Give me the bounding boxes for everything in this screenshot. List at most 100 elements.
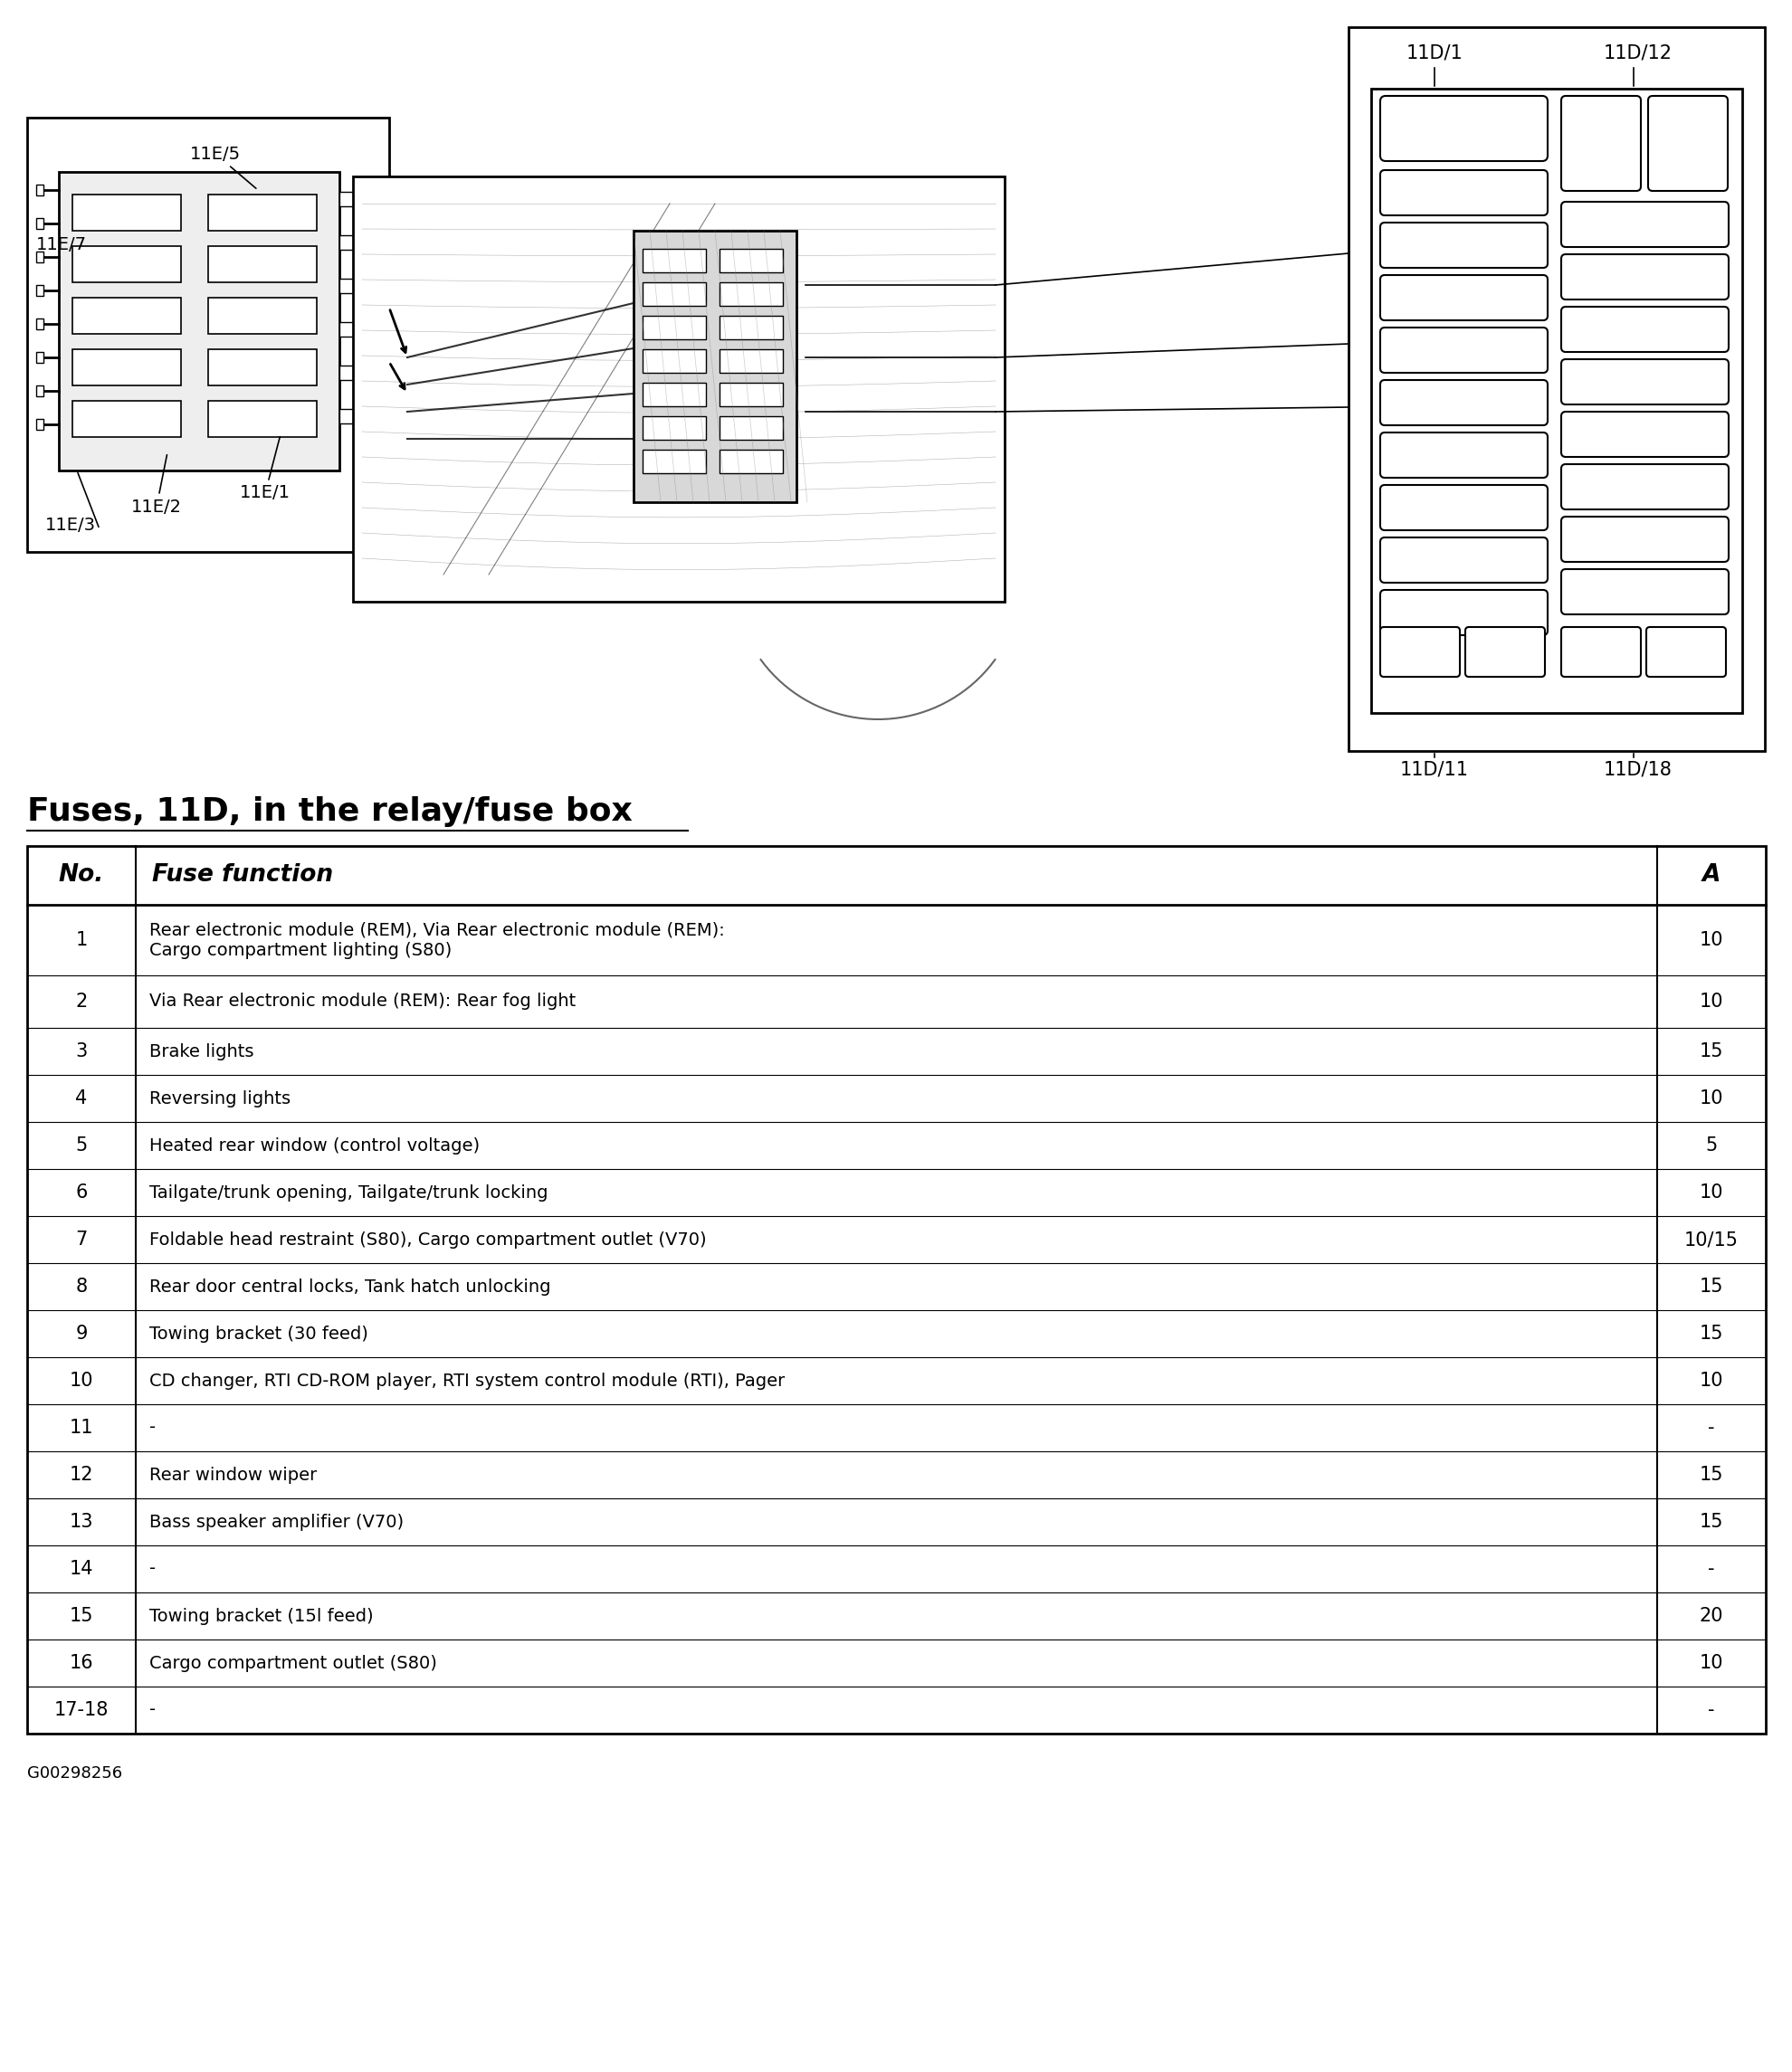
Text: Cargo compartment lighting (S80): Cargo compartment lighting (S80) xyxy=(149,941,452,959)
Text: 5: 5 xyxy=(75,1135,88,1154)
Text: 15: 15 xyxy=(1699,1513,1722,1531)
Text: 10: 10 xyxy=(1699,930,1722,949)
FancyBboxPatch shape xyxy=(1380,537,1546,582)
Text: 16: 16 xyxy=(70,1653,93,1672)
Bar xyxy=(36,184,43,195)
Text: 10: 10 xyxy=(1699,1183,1722,1202)
Text: Towing bracket (15l feed): Towing bracket (15l feed) xyxy=(149,1608,373,1624)
Text: -: - xyxy=(149,1701,156,1718)
Text: 10: 10 xyxy=(1699,1372,1722,1390)
Bar xyxy=(208,298,317,334)
Text: 11D/12: 11D/12 xyxy=(1602,44,1672,62)
Bar xyxy=(719,383,783,406)
Bar xyxy=(719,249,783,271)
FancyBboxPatch shape xyxy=(1380,95,1546,162)
Bar xyxy=(59,172,339,470)
Bar xyxy=(339,408,355,423)
Text: Cargo compartment outlet (S80): Cargo compartment outlet (S80) xyxy=(149,1653,437,1672)
Text: Foldable head restraint (S80), Cargo compartment outlet (V70): Foldable head restraint (S80), Cargo com… xyxy=(149,1231,706,1247)
FancyBboxPatch shape xyxy=(1647,95,1727,191)
Text: Brake lights: Brake lights xyxy=(149,1042,254,1061)
Bar xyxy=(642,315,706,340)
Text: Rear electronic module (REM), Via Rear electronic module (REM):: Rear electronic module (REM), Via Rear e… xyxy=(149,922,724,939)
Bar xyxy=(642,249,706,271)
Text: Bass speaker amplifier (V70): Bass speaker amplifier (V70) xyxy=(149,1513,403,1531)
Text: 5: 5 xyxy=(1704,1135,1717,1154)
Bar xyxy=(36,385,43,396)
FancyBboxPatch shape xyxy=(1561,516,1727,562)
Bar xyxy=(208,400,317,437)
Bar xyxy=(719,315,783,340)
FancyBboxPatch shape xyxy=(1380,433,1546,479)
FancyBboxPatch shape xyxy=(1464,628,1545,678)
FancyBboxPatch shape xyxy=(1380,485,1546,530)
Text: -: - xyxy=(1708,1419,1713,1436)
Text: 17-18: 17-18 xyxy=(54,1701,109,1720)
Text: -: - xyxy=(149,1560,156,1577)
FancyBboxPatch shape xyxy=(1561,570,1727,615)
Bar xyxy=(208,195,317,230)
FancyBboxPatch shape xyxy=(1561,255,1727,300)
Text: 11: 11 xyxy=(70,1419,93,1436)
Text: 2: 2 xyxy=(75,992,88,1011)
Text: 11D/1: 11D/1 xyxy=(1405,44,1462,62)
FancyBboxPatch shape xyxy=(1380,379,1546,425)
Bar xyxy=(339,236,355,251)
Text: No.: No. xyxy=(59,864,104,887)
FancyBboxPatch shape xyxy=(1380,222,1546,267)
FancyBboxPatch shape xyxy=(1561,201,1727,247)
Bar xyxy=(633,230,796,501)
Bar xyxy=(36,218,43,228)
Text: 10/15: 10/15 xyxy=(1683,1231,1738,1249)
FancyBboxPatch shape xyxy=(1561,95,1640,191)
Text: 11E/1: 11E/1 xyxy=(240,437,290,501)
Bar xyxy=(719,282,783,307)
Bar xyxy=(642,350,706,373)
Text: 15: 15 xyxy=(1699,1278,1722,1295)
Text: 4: 4 xyxy=(75,1090,88,1106)
Bar xyxy=(353,176,1004,601)
Text: Rear window wiper: Rear window wiper xyxy=(149,1467,317,1484)
Bar xyxy=(1348,27,1763,750)
Text: 10: 10 xyxy=(1699,1090,1722,1106)
Bar xyxy=(339,321,355,336)
FancyBboxPatch shape xyxy=(1380,628,1459,678)
Text: 11D/11: 11D/11 xyxy=(1400,760,1468,779)
Text: G00298256: G00298256 xyxy=(27,1765,122,1782)
Text: Tailgate/trunk opening, Tailgate/trunk locking: Tailgate/trunk opening, Tailgate/trunk l… xyxy=(149,1183,548,1202)
Text: 9: 9 xyxy=(75,1324,88,1343)
Text: 13: 13 xyxy=(70,1513,93,1531)
Text: 11E/7: 11E/7 xyxy=(36,228,86,253)
Text: CD changer, RTI CD-ROM player, RTI system control module (RTI), Pager: CD changer, RTI CD-ROM player, RTI syste… xyxy=(149,1372,785,1390)
Text: 15: 15 xyxy=(1699,1465,1722,1484)
FancyBboxPatch shape xyxy=(1561,628,1640,678)
Text: 11D/18: 11D/18 xyxy=(1604,760,1672,779)
Bar xyxy=(208,350,317,385)
Bar xyxy=(27,118,389,551)
Text: Reversing lights: Reversing lights xyxy=(149,1090,290,1106)
Bar xyxy=(27,845,1765,1734)
Text: 11E/5: 11E/5 xyxy=(190,145,256,189)
Text: Towing bracket (30 feed): Towing bracket (30 feed) xyxy=(149,1326,367,1343)
Bar xyxy=(36,352,43,363)
Bar xyxy=(719,450,783,472)
Bar xyxy=(72,400,181,437)
Text: 14: 14 xyxy=(70,1560,93,1579)
Text: 15: 15 xyxy=(70,1608,93,1624)
Text: Heated rear window (control voltage): Heated rear window (control voltage) xyxy=(149,1138,480,1154)
Text: 6: 6 xyxy=(75,1183,88,1202)
Text: 12: 12 xyxy=(70,1465,93,1484)
Bar xyxy=(1371,89,1742,713)
Bar xyxy=(339,193,355,207)
Text: 20: 20 xyxy=(1699,1608,1722,1624)
Text: Rear door central locks, Tank hatch unlocking: Rear door central locks, Tank hatch unlo… xyxy=(149,1278,550,1295)
Text: 3: 3 xyxy=(75,1042,88,1061)
Text: 15: 15 xyxy=(1699,1042,1722,1061)
Bar xyxy=(72,350,181,385)
Bar xyxy=(36,419,43,429)
Bar xyxy=(72,247,181,282)
Text: 1: 1 xyxy=(75,930,88,949)
Text: Fuse function: Fuse function xyxy=(152,864,333,887)
Text: -: - xyxy=(1708,1701,1713,1720)
Text: 7: 7 xyxy=(75,1231,88,1249)
